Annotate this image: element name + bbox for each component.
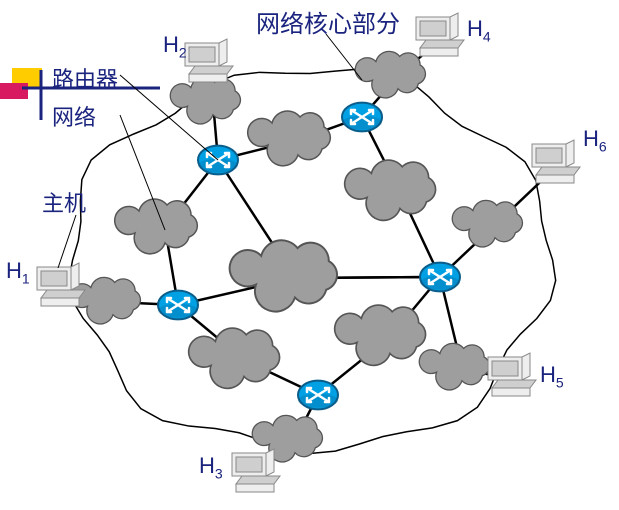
cloud-c_ne_r (345, 160, 436, 220)
legend-host: 主机 (42, 186, 86, 218)
cloud-c_r_b (335, 305, 426, 365)
router-r_bottom (298, 381, 338, 410)
cloud-c_top_ne (248, 111, 331, 166)
host-h5 (488, 353, 536, 396)
host-label-h3: H3 (199, 453, 223, 481)
host-label-h5: H5 (540, 362, 564, 390)
cloud-c_center (230, 240, 337, 311)
host-h2 (185, 39, 233, 82)
leader-3 (326, 34, 362, 80)
router-r_left (158, 291, 198, 320)
cloud-c_h1 (70, 277, 140, 324)
legend-router: 路由器 (52, 62, 118, 94)
legend-network: 网络 (52, 100, 96, 132)
decor-red (0, 83, 28, 99)
cloud-c_h2 (170, 77, 240, 124)
host-label-h1: H1 (6, 258, 30, 286)
router-r_ne (342, 103, 382, 132)
host-label-h6: H6 (583, 126, 607, 154)
cloud-c_h5 (419, 343, 489, 390)
host-h1 (37, 263, 85, 306)
host-h4 (416, 13, 464, 56)
host-label-h4: H4 (467, 16, 491, 44)
host-h3 (232, 449, 280, 492)
cloud-c_h4 (355, 51, 425, 98)
host-label-h2: H2 (163, 32, 187, 60)
router-r_right (420, 263, 460, 292)
title-core-network: 网络核心部分 (256, 4, 400, 39)
cloud-c_l_b (189, 328, 280, 388)
cloud-c_h6 (452, 200, 522, 247)
host-h6 (532, 140, 580, 183)
